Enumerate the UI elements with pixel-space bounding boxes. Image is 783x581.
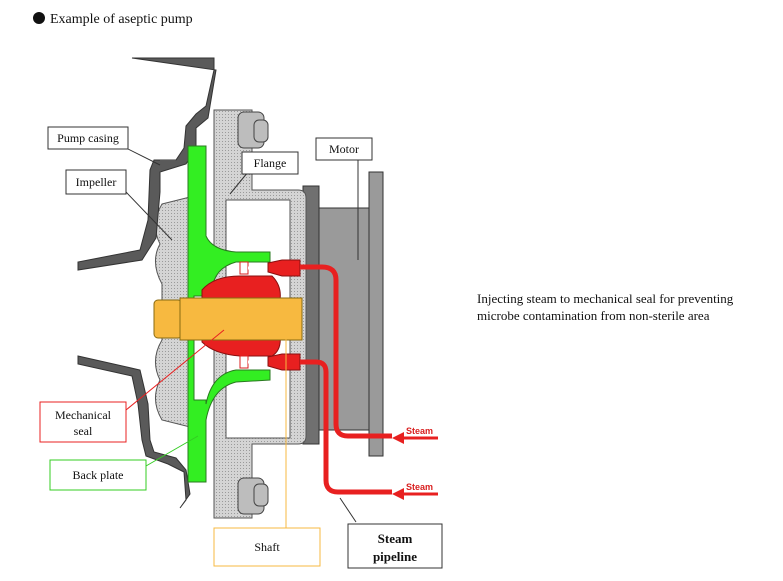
pump-casing bbox=[77, 57, 217, 509]
label-motor: Motor bbox=[315, 137, 373, 161]
svg-text:Mechanical: Mechanical bbox=[55, 408, 112, 422]
svg-text:Impeller: Impeller bbox=[76, 175, 117, 189]
svg-text:pipeline: pipeline bbox=[373, 549, 417, 564]
filled-circle-icon bbox=[33, 12, 45, 24]
note-line-1: Injecting steam to mechanical seal for p… bbox=[477, 291, 734, 306]
steam-upper-label: Steam bbox=[406, 426, 433, 436]
steam-pipeline bbox=[300, 264, 392, 495]
diagram-title: Example of aseptic pump bbox=[50, 12, 193, 27]
svg-text:Motor: Motor bbox=[329, 142, 359, 156]
shaft bbox=[153, 297, 303, 341]
svg-text:Steam: Steam bbox=[378, 531, 413, 546]
steam-arrows: Steam Steam bbox=[392, 426, 438, 500]
motor bbox=[302, 171, 384, 457]
svg-text:Back plate: Back plate bbox=[73, 468, 124, 482]
label-shaft: Shaft bbox=[213, 527, 321, 567]
note-line-2: microbe contamination from non-sterile a… bbox=[477, 308, 710, 323]
label-steam-pipeline: Steam pipeline bbox=[347, 523, 443, 569]
title-group: Example of aseptic pump bbox=[33, 12, 193, 27]
steam-lower-label: Steam bbox=[406, 482, 433, 492]
svg-text:Shaft: Shaft bbox=[254, 540, 280, 554]
label-pump-casing: Pump casing bbox=[47, 126, 129, 150]
side-note: Injecting steam to mechanical seal for p… bbox=[477, 291, 734, 323]
leader-lines bbox=[125, 147, 359, 530]
label-back-plate: Back plate bbox=[49, 459, 147, 491]
label-impeller: Impeller bbox=[65, 169, 127, 195]
svg-text:seal: seal bbox=[74, 424, 93, 438]
svg-text:Pump casing: Pump casing bbox=[57, 131, 119, 145]
seal-fittings bbox=[239, 259, 301, 371]
back-plate bbox=[187, 145, 271, 483]
label-mechanical-seal: Mechanical seal bbox=[39, 401, 127, 443]
svg-text:Flange: Flange bbox=[254, 156, 287, 170]
label-flange: Flange bbox=[241, 151, 299, 175]
